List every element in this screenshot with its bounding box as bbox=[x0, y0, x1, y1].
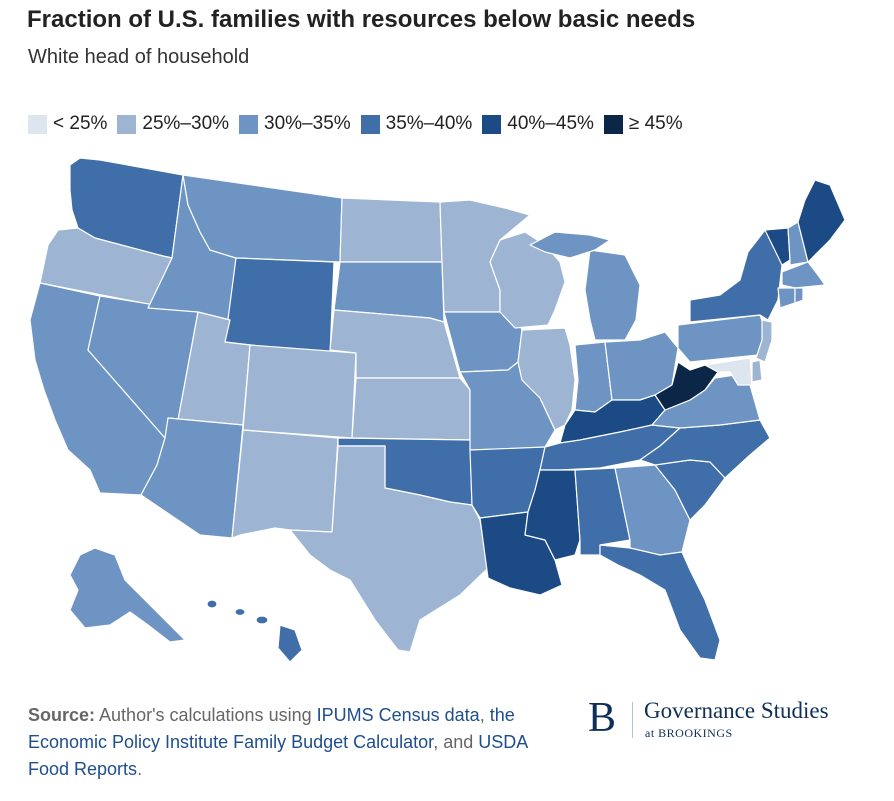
state-hi-island-maui[interactable] bbox=[255, 615, 269, 625]
brand-name: Governance Studies bbox=[644, 698, 829, 723]
legend-swatch-40-45 bbox=[482, 114, 502, 134]
brand-subtitle: at BROOKINGS bbox=[645, 726, 733, 740]
source-text-1: Author's calculations using bbox=[95, 705, 317, 725]
state-ct[interactable] bbox=[777, 287, 796, 309]
brand-letter: B bbox=[588, 695, 617, 741]
state-nd[interactable] bbox=[339, 197, 443, 263]
source-text-3: , and bbox=[433, 732, 479, 752]
state-mi[interactable] bbox=[584, 249, 641, 341]
state-nm[interactable] bbox=[231, 429, 339, 539]
legend-label-40-45: 40%–45% bbox=[507, 113, 594, 134]
legend-swatch-25-30 bbox=[117, 114, 137, 134]
source-note: Source: Author's calculations using IPUM… bbox=[28, 702, 548, 783]
us-state-map bbox=[29, 157, 846, 663]
state-co[interactable] bbox=[242, 344, 357, 439]
legend-item-40-45: 40%–45% bbox=[482, 113, 594, 135]
chart-subtitle: White head of household bbox=[28, 46, 250, 68]
legend-label-gte45: ≥ 45% bbox=[628, 113, 683, 134]
legend-label-30-35: 30%–35% bbox=[264, 113, 351, 134]
chart-title: Fraction of U.S. families with resources… bbox=[27, 6, 696, 33]
state-ak[interactable] bbox=[69, 547, 186, 643]
state-wy[interactable] bbox=[224, 257, 335, 355]
legend-swatch-gte45 bbox=[603, 114, 623, 134]
legend-swatch-30-35 bbox=[239, 114, 259, 134]
state-ma[interactable] bbox=[781, 261, 826, 289]
state-hi-island-big[interactable] bbox=[277, 624, 303, 663]
legend-item-25-30: 25%–30% bbox=[117, 113, 229, 135]
state-tx[interactable] bbox=[289, 445, 489, 653]
state-ri[interactable] bbox=[794, 287, 804, 304]
source-label: Source: bbox=[28, 705, 96, 725]
legend-item-lt25: < 25% bbox=[28, 113, 107, 135]
source-text-4: . bbox=[137, 759, 143, 779]
brookings-logo: B Governance Studies at BROOKINGS bbox=[588, 695, 878, 744]
legend-item-35-40: 35%–40% bbox=[360, 113, 473, 135]
usda-link[interactable]: USDA Food Reports bbox=[28, 732, 528, 779]
state-ks[interactable] bbox=[351, 377, 471, 441]
state-fl[interactable] bbox=[599, 544, 721, 661]
state-nc[interactable] bbox=[639, 419, 771, 479]
ipums-link[interactable]: IPUMS Census data bbox=[316, 705, 480, 725]
state-me[interactable] bbox=[797, 179, 846, 263]
state-de[interactable] bbox=[751, 359, 763, 383]
legend-label-35-40: 35%–40% bbox=[385, 113, 473, 134]
state-hi[interactable] bbox=[206, 599, 303, 663]
state-nh[interactable] bbox=[787, 221, 809, 266]
legend-swatch-35-40 bbox=[360, 114, 380, 134]
source-text-2: , bbox=[479, 705, 490, 725]
state-md[interactable] bbox=[704, 357, 753, 386]
epi-link[interactable]: the Economic Policy Institute Family Bud… bbox=[28, 705, 515, 752]
legend: < 25% 25%–30% 30%–35% 35%–40% 40%–45% ≥ … bbox=[28, 112, 693, 136]
state-hi-island-oahu[interactable] bbox=[234, 607, 246, 617]
legend-item-gte45: ≥ 45% bbox=[603, 113, 683, 135]
legend-label-25-30: 25%–30% bbox=[142, 113, 230, 134]
state-hi-island-kauai[interactable] bbox=[206, 599, 218, 609]
legend-item-30-35: 30%–35% bbox=[239, 113, 351, 135]
legend-swatch-lt25 bbox=[28, 114, 47, 134]
state-ny[interactable] bbox=[689, 229, 783, 323]
state-nj[interactable] bbox=[755, 319, 773, 363]
brand-divider bbox=[632, 702, 633, 738]
legend-label-lt25: < 25% bbox=[53, 113, 108, 134]
state-mi-upper[interactable] bbox=[529, 231, 611, 259]
